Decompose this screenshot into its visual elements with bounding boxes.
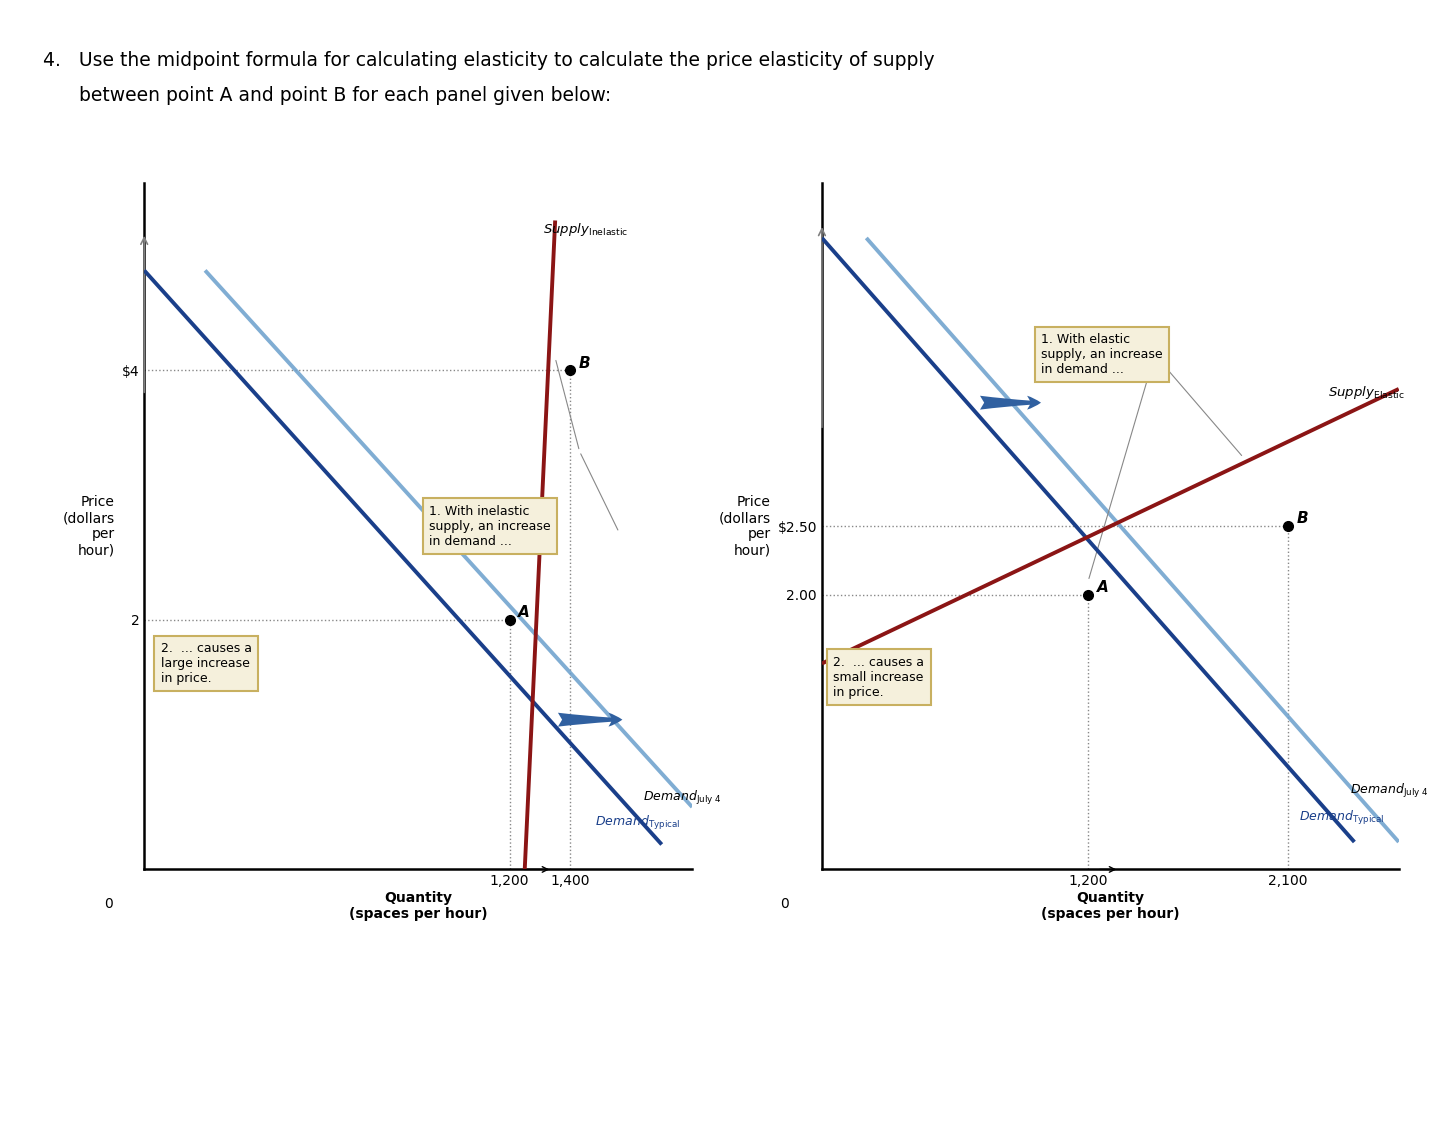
Text: Supply$_{\mathrm{Elastic}}$: Supply$_{\mathrm{Elastic}}$ — [1328, 384, 1405, 400]
Text: 4.   Use the midpoint formula for calculating elasticity to calculate the price : 4. Use the midpoint formula for calculat… — [43, 51, 934, 71]
X-axis label: Quantity
(spaces per hour): Quantity (spaces per hour) — [1041, 891, 1180, 921]
Text: 0: 0 — [780, 897, 789, 911]
Y-axis label: Price
(dollars
per
hour): Price (dollars per hour) — [62, 495, 115, 557]
Text: B: B — [578, 356, 590, 371]
Text: Demand$_{\mathrm{Typical}}$: Demand$_{\mathrm{Typical}}$ — [1299, 810, 1384, 827]
Text: 1. With elastic
supply, an increase
in demand ...: 1. With elastic supply, an increase in d… — [1041, 333, 1162, 376]
Text: 1. With inelastic
supply, an increase
in demand ...: 1. With inelastic supply, an increase in… — [430, 505, 551, 548]
X-axis label: Quantity
(spaces per hour): Quantity (spaces per hour) — [349, 891, 487, 921]
Text: 2.  ... causes a
large increase
in price.: 2. ... causes a large increase in price. — [160, 642, 252, 685]
Text: B: B — [1296, 511, 1308, 526]
Text: between point A and point B for each panel given below:: between point A and point B for each pan… — [43, 86, 611, 105]
Text: Demand$_{\mathrm{Typical}}$: Demand$_{\mathrm{Typical}}$ — [594, 813, 681, 832]
Y-axis label: Price
(dollars
per
hour): Price (dollars per hour) — [718, 495, 770, 557]
Text: Demand$_{\mathrm{July\ 4}}$: Demand$_{\mathrm{July\ 4}}$ — [643, 789, 722, 807]
Text: 0: 0 — [104, 897, 112, 911]
Text: A: A — [518, 605, 529, 620]
Text: 2.  ... causes a
small increase
in price.: 2. ... causes a small increase in price. — [833, 656, 924, 699]
Text: Demand$_{\mathrm{July\ 4}}$: Demand$_{\mathrm{July\ 4}}$ — [1350, 782, 1429, 800]
Text: A: A — [1097, 580, 1109, 595]
Text: Supply$_{\mathrm{Inelastic}}$: Supply$_{\mathrm{Inelastic}}$ — [544, 221, 629, 238]
